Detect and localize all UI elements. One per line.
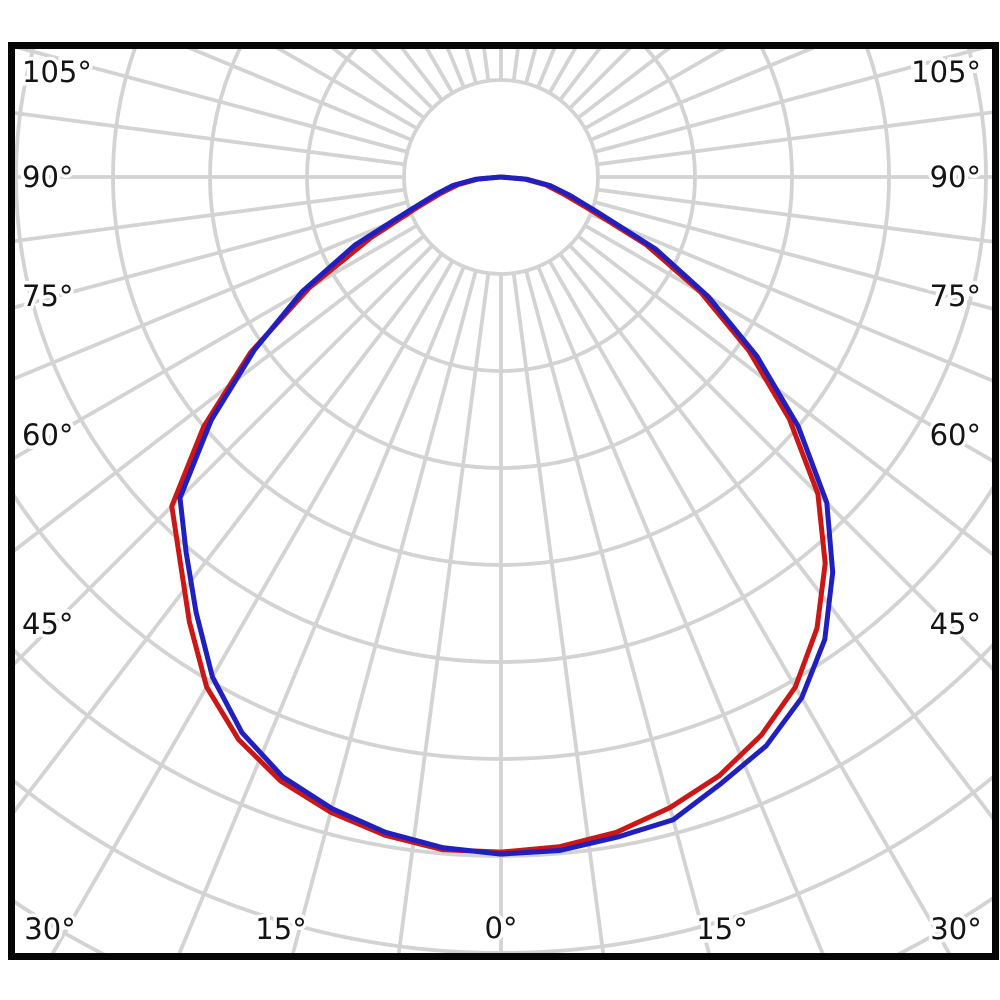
angle-label-right: 45° (930, 607, 981, 641)
grid-spoke (396, 272, 491, 953)
grid-spoke (15, 244, 434, 666)
grid-spoke (511, 272, 606, 953)
grid-spoke (589, 212, 992, 383)
angle-label-bottom: 0° (485, 911, 518, 945)
grid-spoke (536, 265, 825, 953)
grid-spoke (594, 49, 987, 154)
curve-blue (177, 174, 836, 857)
grid-spoke (15, 111, 406, 167)
grid-spoke (568, 244, 992, 671)
grid-spoke (291, 270, 478, 953)
grid-spoke (15, 234, 426, 553)
grid-spoke (589, 49, 815, 142)
angle-label-left: 45° (22, 607, 73, 641)
angle-label-left: 60° (22, 418, 73, 452)
angle-label-right: 105° (911, 55, 981, 89)
grid-spoke (15, 187, 406, 243)
angle-label-left: 90° (22, 160, 73, 194)
grid-spoke (576, 234, 992, 557)
angle-label-right: 75° (930, 279, 981, 313)
angle-label-bottom: 15° (696, 912, 747, 946)
grid-spoke (596, 187, 992, 244)
grid-spoke (584, 223, 992, 463)
grid-spoke (15, 223, 418, 460)
angle-label-right: 90° (930, 160, 981, 194)
grid-spoke (15, 212, 413, 381)
grid-spoke (524, 270, 711, 953)
chart-frame (8, 42, 999, 960)
grid-spoke (596, 110, 992, 167)
angle-label-bottom: 30° (24, 912, 75, 946)
grid-spoke (177, 265, 466, 953)
grid-spoke (15, 252, 444, 814)
angle-label-bottom: 30° (930, 912, 981, 946)
angle-label-left: 105° (22, 55, 92, 89)
grid-spoke (558, 252, 992, 821)
angle-label-right: 60° (930, 418, 981, 452)
grid-spoke (187, 49, 413, 142)
angle-label-bottom: 15° (255, 912, 306, 946)
angle-label-left: 75° (22, 279, 73, 313)
grid-spoke (50, 260, 455, 953)
grid-spoke (547, 260, 952, 953)
grid-spoke (594, 200, 992, 311)
grid-spoke (15, 200, 408, 310)
grid-spoke (15, 49, 408, 154)
